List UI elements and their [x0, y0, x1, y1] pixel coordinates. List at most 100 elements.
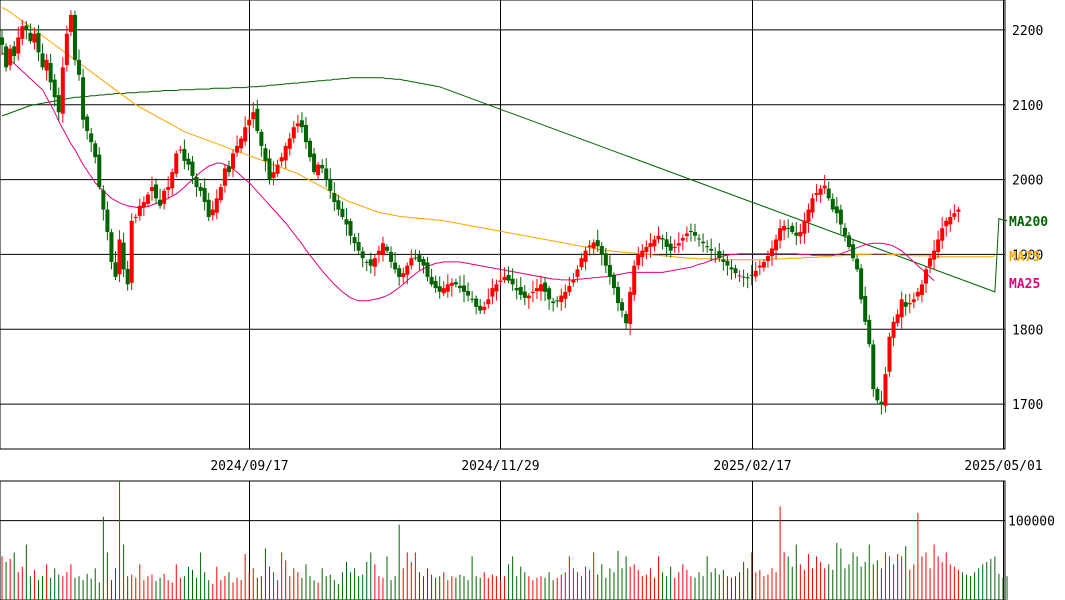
candle: [226, 160, 231, 177]
candle: [243, 116, 248, 146]
candle-body: [178, 149, 183, 151]
candle: [887, 332, 892, 377]
candle-body: [769, 248, 774, 257]
candle: [644, 240, 649, 260]
candle: [149, 176, 154, 201]
candle-body: [93, 143, 98, 158]
volume-tick-label: 100000: [1008, 515, 1055, 530]
candle: [389, 246, 394, 269]
candle-body: [555, 300, 560, 302]
candle-body: [664, 239, 669, 247]
date-axis: 2024/09/17 2024/11/29 2025/02/17 2025/05/01: [210, 459, 1042, 474]
candle-body: [449, 282, 454, 286]
price-tick-label: 1800: [1012, 323, 1043, 338]
candle-body: [85, 116, 90, 131]
candle-body: [806, 209, 811, 222]
candle: [425, 256, 430, 282]
candle: [818, 184, 823, 203]
candle: [137, 198, 142, 221]
candle-body: [636, 254, 641, 266]
candle-body: [417, 255, 422, 262]
candle: [656, 226, 661, 244]
candle-body: [125, 268, 130, 285]
candle: [774, 234, 779, 260]
candle: [190, 155, 195, 184]
candle: [543, 277, 548, 302]
candle-body: [668, 243, 673, 251]
candle: [721, 250, 726, 271]
candle-body: [543, 282, 548, 292]
candle: [575, 265, 580, 283]
candle: [790, 222, 795, 235]
candle: [753, 262, 758, 282]
candle-body: [628, 291, 633, 324]
candle: [8, 44, 13, 71]
candle-body: [733, 268, 738, 274]
candle-body: [372, 258, 377, 267]
candle-body: [834, 206, 839, 214]
candle: [786, 219, 791, 238]
candle: [89, 127, 94, 152]
candle-body: [332, 192, 337, 203]
candle: [915, 287, 920, 301]
candle-body: [583, 250, 588, 262]
candle: [364, 259, 369, 272]
candle: [611, 272, 616, 295]
candle-body: [607, 264, 612, 277]
candle: [129, 213, 134, 291]
candle: [846, 231, 851, 250]
candle-body: [676, 243, 681, 246]
candle-body: [915, 291, 920, 297]
candle: [684, 226, 689, 243]
candle: [640, 243, 645, 267]
candle-body: [591, 242, 596, 249]
candle: [145, 191, 150, 208]
candle: [749, 265, 754, 286]
ma200-label: MA200: [1009, 215, 1048, 230]
candle-body: [725, 260, 730, 266]
candle: [101, 185, 106, 221]
candle-body: [393, 262, 398, 270]
candle: [235, 135, 240, 157]
candle: [231, 149, 236, 178]
candle: [486, 288, 491, 309]
volume-plot-area: [0, 480, 1006, 600]
candle-body: [441, 288, 446, 294]
candle-body: [547, 288, 552, 300]
candle-body: [846, 235, 851, 247]
candle-body: [48, 62, 53, 83]
candle-body: [16, 37, 21, 54]
candle-body: [765, 255, 770, 262]
date-tick-label: 2024/09/17: [210, 459, 288, 474]
candle: [24, 21, 29, 40]
candle: [251, 101, 256, 128]
candle: [713, 247, 718, 263]
candle-body: [380, 243, 385, 255]
candle-body: [247, 119, 252, 126]
candle: [170, 168, 175, 196]
candle: [121, 232, 126, 278]
candle-body: [182, 148, 187, 161]
candle-body: [745, 277, 750, 279]
candle: [291, 121, 296, 144]
candle-body: [498, 280, 503, 283]
candle-body: [599, 246, 604, 255]
candle-body: [851, 244, 856, 259]
candle: [393, 251, 398, 274]
candle-body: [344, 219, 349, 225]
candle-body: [328, 178, 333, 191]
candle: [940, 217, 945, 249]
candle-body: [283, 145, 288, 161]
candle-body: [20, 26, 25, 39]
candle: [555, 296, 560, 308]
candle-body: [697, 238, 702, 240]
candle-body: [376, 250, 381, 255]
candle: [867, 314, 872, 348]
candle: [482, 301, 487, 315]
candle: [72, 10, 77, 66]
candle-body: [336, 200, 341, 210]
candle-body: [433, 280, 438, 289]
candle: [538, 275, 543, 301]
candle: [437, 276, 442, 299]
